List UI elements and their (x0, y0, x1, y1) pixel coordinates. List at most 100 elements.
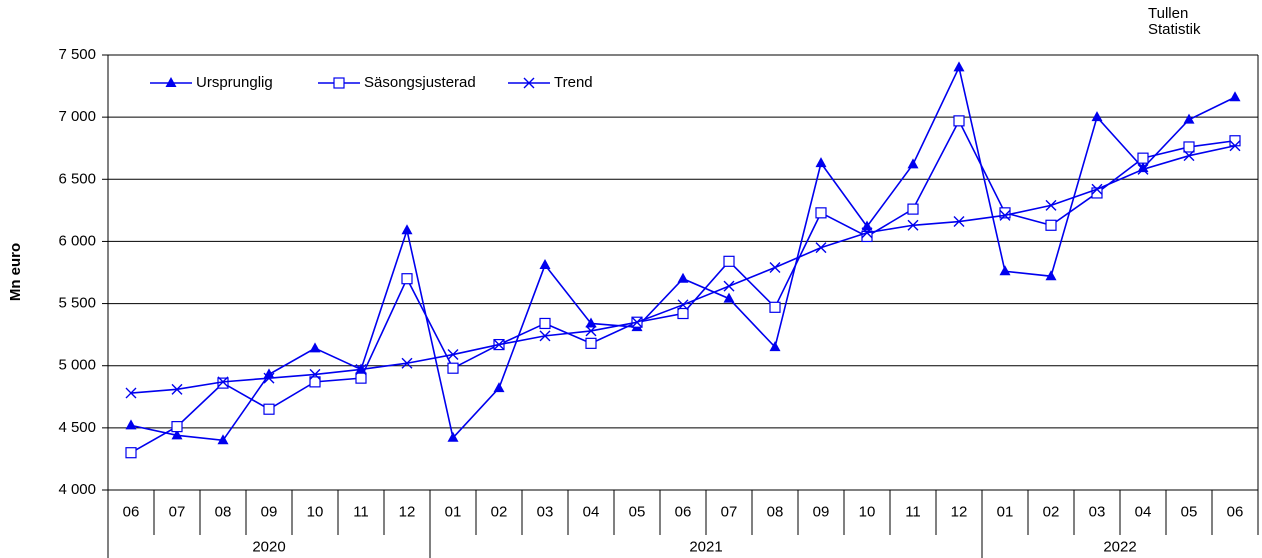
marker-square (1183, 141, 1195, 153)
y-axis-label: Mn euro (7, 243, 24, 301)
marker-square (1045, 219, 1057, 231)
x-tick-label: 08 (215, 503, 232, 520)
marker-x (585, 325, 597, 337)
x-tick-label: 12 (951, 503, 968, 520)
marker-triangle (769, 341, 781, 352)
y-tick-label: 7 500 (58, 46, 96, 63)
y-tick-label: 6 500 (58, 170, 96, 187)
marker-x (171, 383, 183, 395)
marker-square (309, 376, 321, 388)
marker-square (815, 207, 827, 219)
marker-triangle (165, 77, 177, 87)
marker-x (1137, 163, 1149, 175)
marker-x (861, 227, 873, 239)
marker-triangle (539, 259, 551, 270)
x-tick-label: 04 (1135, 503, 1152, 520)
marker-triangle (1045, 270, 1057, 281)
legend-label: Trend (554, 74, 593, 91)
marker-triangle (125, 419, 137, 430)
marker-square (333, 77, 345, 89)
y-tick-label: 5 500 (58, 295, 96, 312)
legend-label: Ursprunglig (196, 74, 273, 91)
marker-triangle (907, 158, 919, 169)
marker-triangle (999, 265, 1011, 276)
marker-triangle (217, 434, 229, 445)
marker-x (263, 372, 275, 384)
source-line: Tullen (1148, 5, 1188, 22)
marker-square (1137, 152, 1149, 164)
marker-x (907, 219, 919, 231)
legend-label: Säsongsjusterad (364, 74, 476, 91)
marker-x (447, 349, 459, 361)
x-tick-label: 09 (813, 503, 830, 520)
marker-x (217, 376, 229, 388)
marker-x (1183, 150, 1195, 162)
marker-square (171, 421, 183, 433)
x-tick-label: 12 (399, 503, 416, 520)
series-line (130, 64, 1236, 442)
x-tick-label: 07 (721, 503, 738, 520)
marker-triangle (1091, 111, 1103, 122)
marker-square (1229, 135, 1241, 147)
marker-x (677, 299, 689, 311)
marker-square (907, 203, 919, 215)
source-line: Statistik (1148, 21, 1201, 38)
marker-square (263, 403, 275, 415)
x-tick-label: 04 (583, 503, 600, 520)
marker-square (999, 207, 1011, 219)
x-tick-label: 03 (537, 503, 554, 520)
marker-x (355, 363, 367, 375)
marker-triangle (677, 272, 689, 283)
marker-triangle (1229, 91, 1241, 102)
x-group-label: 2021 (689, 538, 722, 555)
marker-square (539, 317, 551, 330)
marker-x (631, 316, 643, 328)
marker-x (815, 242, 827, 254)
marker-triangle (1137, 162, 1149, 173)
marker-x (125, 387, 137, 399)
marker-x (953, 216, 965, 228)
x-tick-label: 11 (353, 503, 369, 520)
x-tick-label: 07 (169, 503, 186, 520)
x-tick-label: 05 (1181, 503, 1198, 520)
x-tick-label: 03 (1089, 503, 1106, 520)
marker-x (1091, 183, 1103, 195)
marker-triangle (815, 157, 827, 168)
marker-triangle (1183, 113, 1195, 124)
x-group-label: 2022 (1103, 538, 1136, 555)
x-tick-label: 10 (307, 503, 324, 520)
y-tick-label: 5 000 (58, 357, 96, 374)
series-line (130, 119, 1236, 454)
marker-square (677, 307, 689, 320)
x-tick-label: 01 (445, 503, 462, 520)
series-line (130, 144, 1236, 394)
x-tick-label: 02 (1043, 503, 1060, 520)
marker-x (1229, 140, 1241, 152)
marker-square (1091, 187, 1103, 199)
x-tick-label: 06 (1227, 503, 1244, 520)
marker-x (523, 77, 535, 89)
marker-square (447, 362, 459, 374)
marker-triangle (861, 220, 873, 231)
marker-x (999, 209, 1011, 221)
marker-x (1045, 199, 1057, 211)
x-group-label: 2020 (252, 538, 285, 555)
marker-square (861, 230, 873, 243)
marker-x (539, 330, 551, 342)
marker-x (309, 368, 321, 380)
marker-triangle (447, 431, 459, 442)
marker-triangle (953, 61, 965, 72)
y-tick-label: 6 000 (58, 232, 96, 249)
y-tick-label: 4 000 (58, 481, 96, 498)
marker-triangle (493, 382, 505, 393)
marker-triangle (171, 429, 183, 440)
y-tick-label: 7 000 (58, 108, 96, 125)
marker-square (769, 301, 781, 313)
marker-triangle (401, 224, 413, 235)
x-tick-label: 06 (123, 503, 140, 520)
marker-x (493, 339, 505, 351)
y-tick-label: 4 500 (58, 419, 96, 436)
marker-x (769, 262, 781, 274)
marker-square (953, 115, 965, 127)
